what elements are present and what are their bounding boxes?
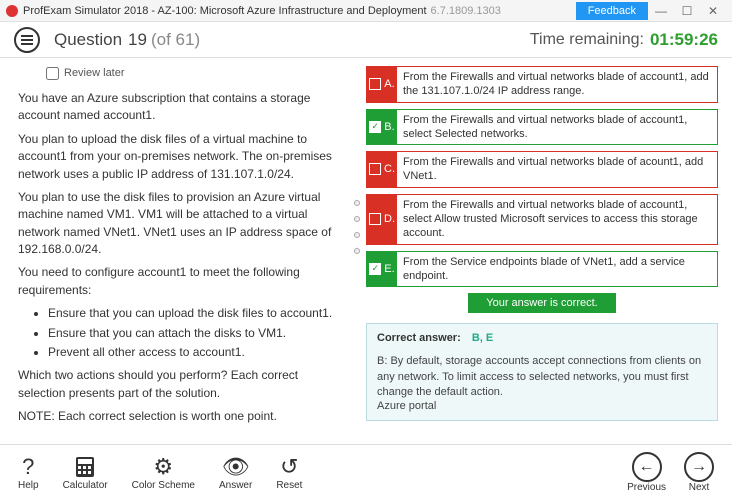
app-logo [6,5,18,17]
question-paragraph: You plan to use the disk files to provis… [18,189,340,259]
calculator-button[interactable]: Calculator [63,454,108,491]
close-button[interactable]: ✕ [700,4,726,18]
next-button[interactable]: →Next [684,452,714,493]
list-item: Prevent all other access to account1. [48,344,340,361]
gear-icon: ⚙ [153,454,173,480]
option-d[interactable]: D. From the Firewalls and virtual networ… [366,194,718,245]
question-number: 19 [128,30,147,50]
question-header: Question 19 (of 61) Time remaining: 01:5… [0,22,732,58]
question-label: Question [54,30,122,50]
list-item: Ensure that you can attach the disks to … [48,325,340,342]
help-icon: ? [22,454,34,480]
feedback-button[interactable]: Feedback [576,2,648,20]
app-title: ProfExam Simulator 2018 - AZ-100: Micros… [23,5,427,17]
option-text: From the Firewalls and virtual networks … [397,110,717,145]
option-text: From the Firewalls and virtual networks … [397,152,717,187]
app-version: 6.7.1809.1303 [431,5,501,17]
explanation-text: Azure portal [377,400,707,412]
menu-icon [20,33,34,47]
calculator-icon [75,454,95,480]
explanation-text: B: By default, storage accounts accept c… [377,354,707,400]
answers-panel: A. From the Firewalls and virtual networ… [350,58,732,444]
review-later[interactable]: Review later [46,66,340,82]
review-later-checkbox[interactable] [46,67,59,80]
question-paragraph: Which two actions should you perform? Ea… [18,367,340,402]
time-remaining-value: 01:59:26 [650,30,718,50]
menu-button[interactable] [14,27,40,53]
eye-icon: 👁 [222,454,250,480]
checkbox-icon [369,78,381,90]
titlebar: ProfExam Simulator 2018 - AZ-100: Micros… [0,0,732,22]
option-b[interactable]: ✓B. From the Firewalls and virtual netwo… [366,109,718,146]
checkbox-icon: ✓ [369,263,381,275]
arrow-right-icon: → [684,452,714,482]
maximize-button[interactable]: ☐ [674,4,700,18]
splitter-handle[interactable] [354,200,360,254]
checkbox-icon [369,213,381,225]
question-paragraph: You need to configure account1 to meet t… [18,264,340,299]
checkbox-icon [369,163,381,175]
answer-button[interactable]: 👁Answer [219,454,252,491]
time-remaining-label: Time remaining: [530,31,644,49]
option-c[interactable]: C. From the Firewalls and virtual networ… [366,151,718,188]
correct-answer-value: B, E [472,332,493,344]
list-item: Ensure that you can upload the disk file… [48,305,340,322]
checkbox-icon: ✓ [369,121,381,133]
question-paragraph: You plan to upload the disk files of a v… [18,131,340,183]
previous-button[interactable]: ←Previous [627,452,666,493]
arrow-left-icon: ← [632,452,662,482]
option-text: From the Firewalls and virtual networks … [397,67,717,102]
minimize-button[interactable]: — [648,4,674,18]
color-scheme-button[interactable]: ⚙Color Scheme [132,454,195,491]
option-a[interactable]: A. From the Firewalls and virtual networ… [366,66,718,103]
reset-icon: ↺ [280,454,298,480]
review-later-label: Review later [64,66,125,82]
option-text: From the Firewalls and virtual networks … [397,195,717,244]
option-e[interactable]: ✓E. From the Service endpoints blade of … [366,251,718,288]
result-banner: Your answer is correct. [366,293,718,313]
question-total: (of 61) [151,30,200,50]
correct-answer-label: Correct answer: [377,332,461,344]
footer-toolbar: ?Help Calculator ⚙Color Scheme 👁Answer ↺… [0,444,732,500]
question-paragraph: You have an Azure subscription that cont… [18,90,340,125]
reset-button[interactable]: ↺Reset [276,454,302,491]
question-paragraph: NOTE: Each correct selection is worth on… [18,408,340,425]
option-text: From the Service endpoints blade of VNet… [397,252,717,287]
help-button[interactable]: ?Help [18,454,39,491]
requirements-list: Ensure that you can upload the disk file… [48,305,340,361]
correct-answer-box: Correct answer: B, E B: By default, stor… [366,323,718,421]
question-text-panel: Review later You have an Azure subscript… [0,58,350,444]
